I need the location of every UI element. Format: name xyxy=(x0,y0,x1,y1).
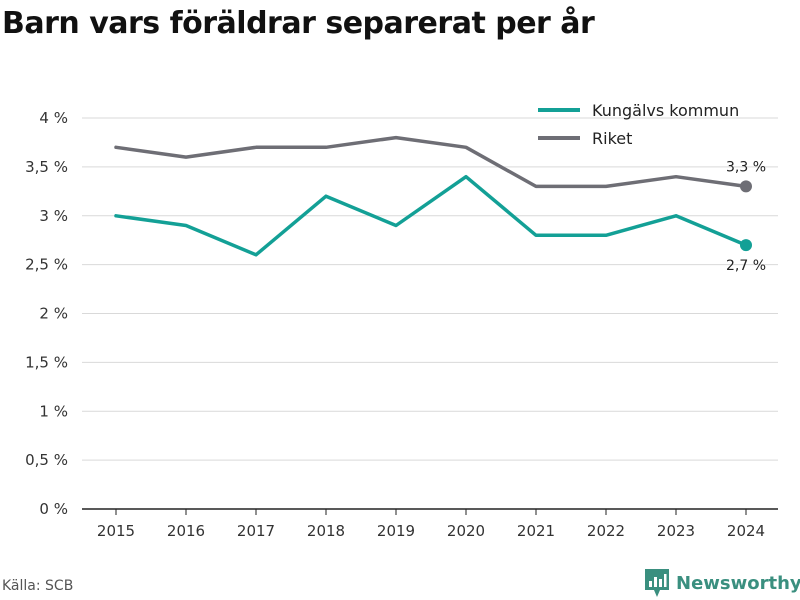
y-tick-label: 1 % xyxy=(39,402,68,420)
x-tick-label: 2019 xyxy=(377,522,415,540)
y-tick-label: 2 % xyxy=(39,305,68,323)
x-tick-label: 2016 xyxy=(167,522,205,540)
series-line-1 xyxy=(114,174,748,257)
series-end-label-2: 3,3 % xyxy=(726,159,766,175)
x-tick-label: 2018 xyxy=(307,522,345,540)
y-tick-label: 0,5 % xyxy=(25,451,68,469)
y-tick-label: 3,5 % xyxy=(25,158,68,176)
brand-logo[interactable]: Newsworthy xyxy=(644,568,800,598)
x-tick-label: 2024 xyxy=(727,522,765,540)
source-note: Källa: SCB xyxy=(2,578,74,594)
x-tick-label: 2015 xyxy=(97,522,135,540)
y-tick-label: 2,5 % xyxy=(25,256,68,274)
gridlines xyxy=(82,117,778,461)
brand-name: Newsworthy xyxy=(676,572,800,594)
series-end-label-1: 2,7 % xyxy=(726,258,766,274)
chart-title: Barn vars föräldrar separerat per år xyxy=(2,6,595,41)
x-tick-label: 2021 xyxy=(517,522,555,540)
y-tick-label: 4 % xyxy=(39,109,68,127)
x-axis: 2015 2016 2017 2018 2019 2020 2021 2022 2023 2024 xyxy=(82,508,778,540)
series-end-point-1 xyxy=(740,239,752,252)
y-tick-label: 3 % xyxy=(39,207,68,225)
series-lines: 2,7 % 3,3 % xyxy=(114,135,766,274)
series-end-point-2 xyxy=(740,180,752,193)
y-tick-label: 0 % xyxy=(39,500,68,518)
legend-label: Kungälvs kommun xyxy=(592,101,739,120)
x-tick-label: 2020 xyxy=(447,522,485,540)
x-tick-label: 2017 xyxy=(237,522,275,540)
y-axis: 0 % 0,5 % 1 % 1,5 % 2 % 2,5 % 3 % 3,5 % 4 % xyxy=(25,109,68,518)
legend-label: Riket xyxy=(592,129,632,148)
series-line-2 xyxy=(114,135,748,189)
x-tick-label: 2023 xyxy=(657,522,695,540)
y-tick-label: 1,5 % xyxy=(25,353,68,371)
x-tick-label: 2022 xyxy=(587,522,625,540)
legend: Kungälvs kommun Riket xyxy=(538,101,739,148)
newsworthy-logo-icon xyxy=(645,569,669,597)
